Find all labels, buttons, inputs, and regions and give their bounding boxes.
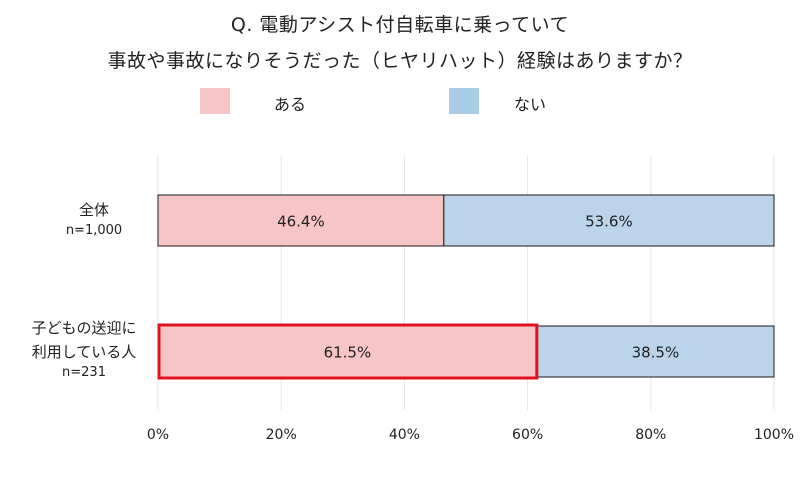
x-tick-label-4: 80% (635, 427, 666, 443)
chart-title-line-1: Q. 電動アシスト付自転車に乗っていて (230, 14, 570, 36)
bar-value-label-0-0: 46.4% (277, 213, 325, 231)
x-tick-label-2: 40% (389, 427, 420, 443)
row-label-parents-n: n=231 (62, 365, 106, 380)
row-label-overall-n: n=1,000 (65, 223, 123, 238)
row-label-overall-text: 全体 (78, 201, 109, 219)
chart-title-line-2: 事故や事故になりそうだった（ヒヤリハット）経験はありますか？ (107, 50, 693, 72)
x-tick-label-3: 60% (512, 427, 543, 443)
bar-value-label-0-1: 53.6% (585, 213, 633, 231)
legend-label-aru: ある (274, 95, 307, 114)
highlight-outline (157, 323, 539, 380)
row-label-overall: 全体 n=1,000 (14, 198, 174, 240)
x-tick-label-5: 100% (754, 427, 794, 443)
legend-swatch-nai (449, 88, 479, 114)
legend-label-nai: ない (514, 95, 547, 114)
x-tick-label-0: 0% (147, 427, 169, 443)
legend-swatch-aru (200, 88, 230, 114)
bar-segment-0-1 (443, 194, 775, 247)
bar-value-label-1-0: 61.5% (324, 344, 372, 362)
row-label-parents-text-1: 子どもの送迎に (31, 319, 137, 337)
row-label-parents-text-2: 利用している人 (31, 343, 137, 361)
x-tick-label-1: 20% (266, 427, 297, 443)
bar-value-label-1-1: 38.5% (632, 344, 680, 362)
row-label-parents: 子どもの送迎に 利用している人 n=231 (4, 316, 164, 382)
bar-segment-1-1 (536, 325, 775, 378)
